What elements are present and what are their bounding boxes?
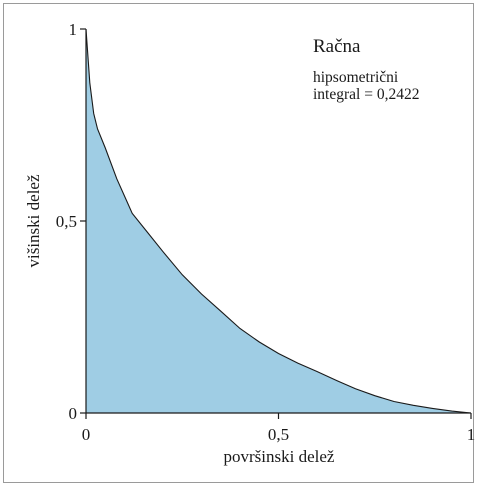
hypsometric-curve <box>85 28 472 414</box>
y-tick-label: 1 <box>69 20 78 39</box>
x-axis-label: površinski delež <box>224 447 335 466</box>
y-tick-label: 0,5 <box>56 212 77 231</box>
y-ticks: 00,51 <box>56 20 86 423</box>
x-tick-label: 1 <box>467 425 476 444</box>
y-tick-label: 0 <box>69 404 78 423</box>
x-ticks: 0 0,5 1 <box>82 413 476 444</box>
annotation-line-1: hipsometrični <box>313 69 399 86</box>
hypsometric-area <box>86 29 471 413</box>
x-tick-label: 0 <box>82 425 91 444</box>
chart-title: Račna <box>313 36 361 57</box>
annotation-line-2: integral = 0,2422 <box>313 86 419 103</box>
y-axis-label: višinski delež <box>24 174 43 267</box>
x-tick-label: 0,5 <box>268 425 289 444</box>
